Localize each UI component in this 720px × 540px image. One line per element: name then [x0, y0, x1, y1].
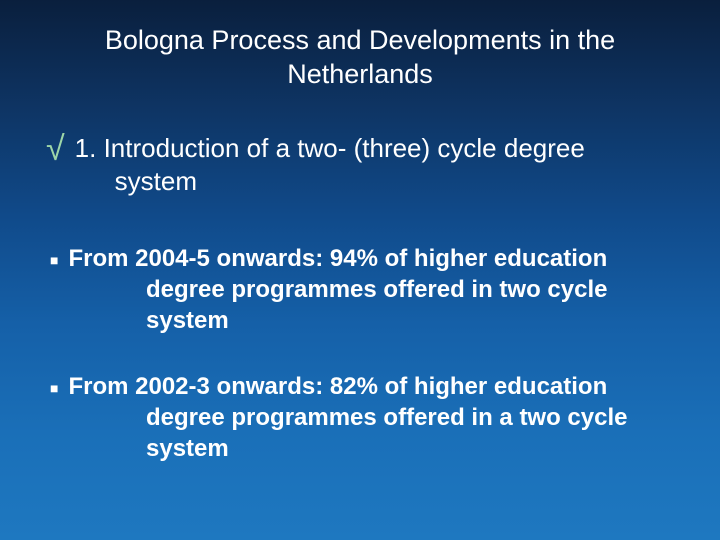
bullet-2-line-2: degree programmes offered in a two cycle — [50, 402, 670, 433]
intro-text: 1. Introduction of a two- (three) cycle … — [73, 132, 585, 200]
bullet-2-first: ■ From 2002-3 onwards: 82% of higher edu… — [50, 371, 670, 402]
intro-line-2: system — [75, 165, 585, 199]
intro-line-1: 1. Introduction of a two- (three) cycle … — [75, 132, 585, 166]
bullet-1-line-2: degree programmes offered in two cycle — [50, 274, 670, 305]
bullet-2: ■ From 2002-3 onwards: 82% of higher edu… — [50, 371, 670, 465]
square-bullet-icon: ■ — [50, 379, 58, 397]
intro-row: √ 1. Introduction of a two- (three) cycl… — [50, 132, 670, 200]
slide-title: Bologna Process and Developments in the … — [50, 24, 670, 92]
bullet-1-line-1: From 2004-5 onwards: 94% of higher educa… — [68, 243, 607, 274]
checkmark-icon: √ — [46, 132, 65, 166]
square-bullet-icon: ■ — [50, 251, 58, 269]
bullet-2-line-1: From 2002-3 onwards: 82% of higher educa… — [68, 371, 607, 402]
bullet-1-line-3: system — [50, 305, 670, 336]
bullet-1-first: ■ From 2004-5 onwards: 94% of higher edu… — [50, 243, 670, 274]
bullet-2-line-3: system — [50, 433, 670, 464]
bullet-1: ■ From 2004-5 onwards: 94% of higher edu… — [50, 243, 670, 337]
slide: Bologna Process and Developments in the … — [0, 0, 720, 540]
